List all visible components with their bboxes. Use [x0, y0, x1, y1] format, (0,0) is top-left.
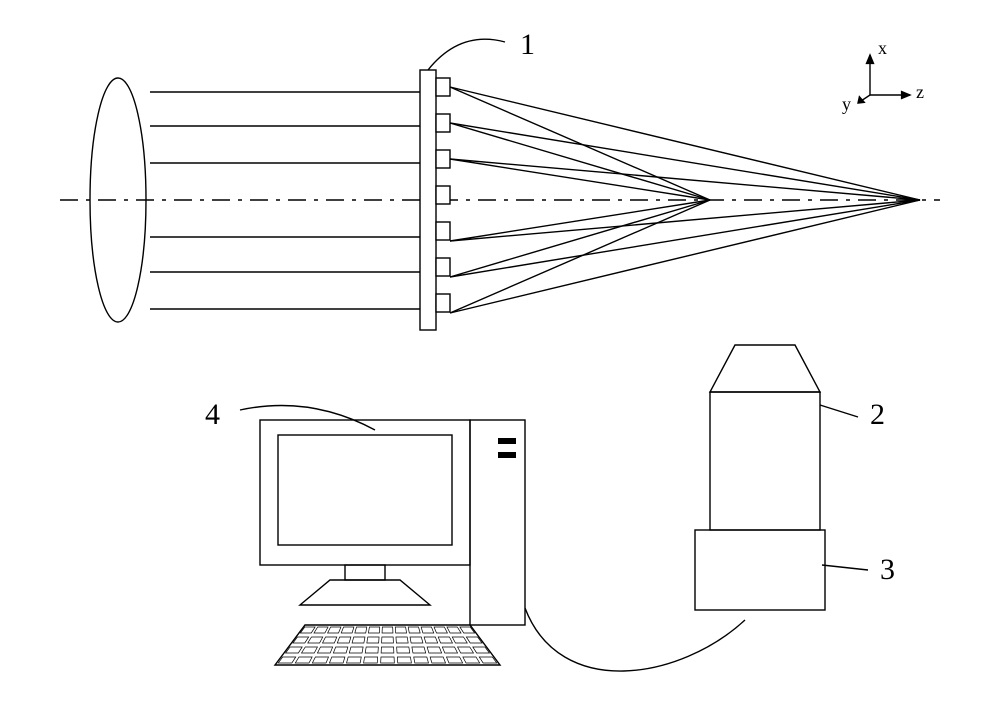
key — [382, 637, 394, 643]
key — [427, 647, 442, 653]
label-2: 2 — [870, 398, 885, 432]
key — [329, 657, 344, 663]
leader-2 — [820, 405, 858, 417]
key — [347, 657, 362, 663]
computer-tower — [470, 420, 525, 625]
aperture — [436, 222, 450, 240]
key — [410, 637, 423, 643]
camera-body — [710, 392, 820, 530]
key — [408, 627, 420, 633]
axis-x-arrow — [867, 55, 874, 63]
key — [312, 657, 328, 663]
key — [381, 647, 394, 653]
key — [337, 637, 351, 643]
axis-y-label: y — [842, 94, 851, 115]
aperture — [436, 294, 450, 312]
key — [396, 637, 408, 643]
key — [382, 627, 393, 633]
screen — [278, 435, 452, 545]
key — [442, 647, 457, 653]
camera-base — [695, 530, 825, 610]
converging-ray — [450, 200, 710, 313]
key — [458, 647, 474, 653]
label-4: 4 — [205, 398, 220, 432]
converging-ray — [450, 159, 920, 200]
axis-x-label: x — [878, 38, 887, 59]
key — [302, 647, 318, 653]
key — [430, 657, 445, 663]
key — [414, 657, 429, 663]
camera-lens — [710, 345, 820, 392]
key — [333, 647, 348, 653]
key — [421, 627, 434, 633]
key — [308, 637, 323, 643]
key — [446, 657, 462, 663]
key — [367, 637, 379, 643]
converging-ray — [450, 200, 710, 241]
key — [323, 637, 337, 643]
monitor — [260, 420, 470, 565]
key — [397, 647, 410, 653]
tower-slot — [498, 452, 516, 458]
converging-ray — [450, 159, 710, 200]
key — [434, 627, 447, 633]
key — [295, 657, 312, 663]
axis-z-label: z — [916, 82, 924, 103]
key — [352, 637, 365, 643]
aperture — [436, 150, 450, 168]
aperture-plate — [420, 70, 436, 330]
tower-slot — [498, 438, 516, 444]
key — [381, 657, 395, 663]
key — [368, 627, 379, 633]
key — [424, 637, 438, 643]
monitor-neck — [345, 565, 385, 580]
key — [317, 647, 332, 653]
monitor-base — [300, 580, 430, 605]
converging-ray — [450, 200, 710, 277]
key — [447, 627, 461, 633]
converging-ray — [450, 200, 920, 241]
axis-z-arrow — [902, 92, 910, 99]
key — [328, 627, 341, 633]
key — [364, 657, 378, 663]
aperture — [436, 258, 450, 276]
key — [314, 627, 328, 633]
key — [365, 647, 378, 653]
converging-ray — [450, 123, 710, 200]
aperture — [436, 114, 450, 132]
aperture — [436, 78, 450, 96]
keyboard — [275, 625, 500, 665]
label-1: 1 — [520, 28, 535, 62]
key — [412, 647, 426, 653]
key — [438, 637, 452, 643]
leader-1 — [428, 39, 505, 70]
key — [349, 647, 363, 653]
cable — [525, 608, 745, 671]
converging-ray — [450, 87, 710, 200]
key — [395, 627, 406, 633]
key — [341, 627, 354, 633]
key — [452, 637, 467, 643]
label-3: 3 — [880, 553, 895, 587]
key — [397, 657, 411, 663]
key — [463, 657, 480, 663]
aperture — [436, 186, 450, 204]
key — [355, 627, 367, 633]
leader-3 — [822, 565, 868, 570]
